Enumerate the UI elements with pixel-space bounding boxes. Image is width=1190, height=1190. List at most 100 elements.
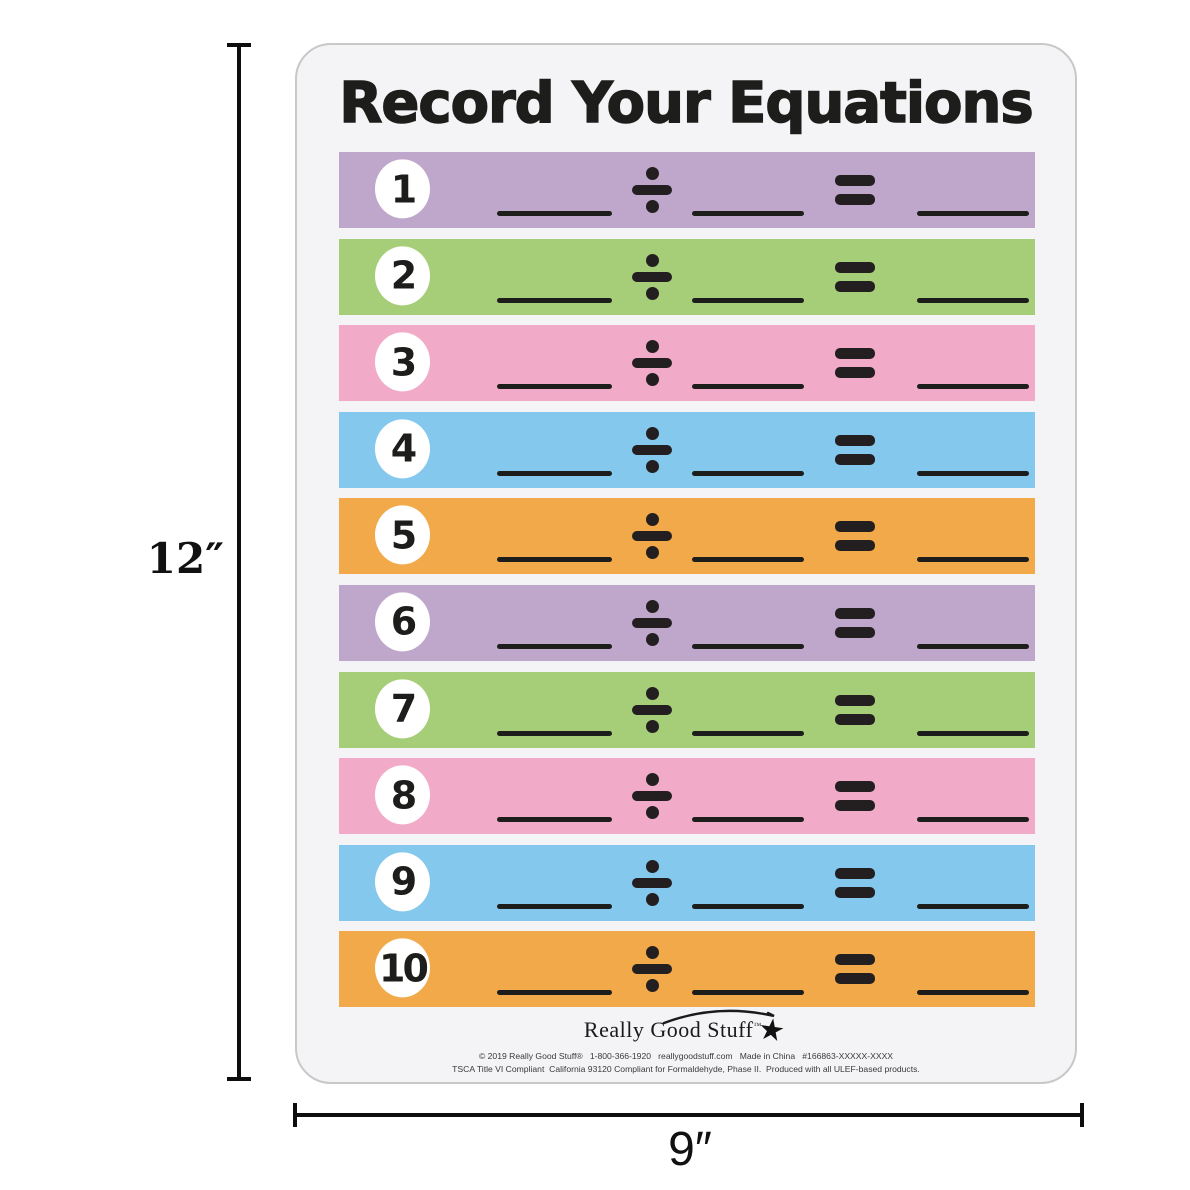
quotient-blank bbox=[917, 903, 1029, 909]
equals-bar-top bbox=[835, 261, 875, 273]
equals-icon bbox=[835, 175, 875, 205]
equals-bar-bottom bbox=[835, 886, 875, 898]
divisor-blank bbox=[692, 643, 804, 649]
equation-row-9: 9 bbox=[339, 844, 1035, 921]
row-number-badge: 5 bbox=[375, 505, 430, 565]
divide-icon bbox=[632, 599, 672, 646]
quotient-blank bbox=[917, 557, 1029, 563]
width-dimension-cap-right bbox=[1080, 1103, 1084, 1127]
brand-logo: Really Good Stuff ™ ★ bbox=[583, 1009, 788, 1050]
trademark-symbol: ™ bbox=[753, 1021, 762, 1030]
divide-dot-bottom bbox=[645, 806, 659, 820]
poster-footer: Really Good Stuff ™ ★ © 2019 Really Good S… bbox=[297, 1009, 1075, 1074]
divide-dot-top bbox=[645, 859, 659, 873]
dividend-blank bbox=[497, 297, 612, 303]
poster-title: Record Your Equations bbox=[339, 70, 1035, 137]
fine-print-line-1: © 2019 Really Good Stuff® 1-800-366-1920… bbox=[478, 1051, 894, 1061]
row-number: 6 bbox=[390, 599, 418, 644]
equals-icon bbox=[835, 261, 875, 292]
row-number: 9 bbox=[390, 859, 418, 904]
row-number-badge: 6 bbox=[375, 592, 430, 652]
divide-icon bbox=[632, 513, 672, 560]
equals-bar-top bbox=[835, 521, 875, 533]
row-number-badge: 10 bbox=[375, 938, 430, 998]
divide-dot-top bbox=[645, 426, 659, 440]
divide-dot-top bbox=[645, 167, 659, 180]
divisor-blank bbox=[692, 211, 804, 216]
row-number: 10 bbox=[379, 946, 429, 991]
height-dimension-cap-bottom bbox=[227, 1077, 251, 1081]
row-number: 7 bbox=[390, 686, 418, 731]
dividend-blank bbox=[497, 643, 612, 649]
equals-bar-bottom bbox=[835, 800, 875, 812]
height-dimension-label: 12″ bbox=[146, 534, 224, 583]
divide-icon bbox=[632, 773, 672, 820]
equals-bar-top bbox=[835, 348, 875, 360]
equals-bar-top bbox=[835, 175, 875, 186]
divide-bar bbox=[632, 964, 672, 975]
divide-bar bbox=[632, 704, 672, 715]
poster: Record Your Equations 1 2 bbox=[295, 43, 1077, 1084]
equals-bar-bottom bbox=[835, 626, 875, 638]
divide-icon bbox=[632, 426, 672, 473]
equals-bar-top bbox=[835, 954, 875, 966]
brand-logo-text: Really Good Stuff bbox=[583, 1017, 754, 1042]
divide-bar bbox=[632, 185, 672, 195]
divisor-blank bbox=[692, 990, 804, 996]
equals-icon bbox=[835, 434, 875, 465]
divide-dot-bottom bbox=[645, 892, 659, 906]
divide-icon bbox=[632, 946, 672, 993]
equals-icon bbox=[835, 954, 875, 985]
divide-dot-top bbox=[645, 599, 659, 613]
equation-row-1: 1 bbox=[339, 152, 1035, 228]
divide-dot-bottom bbox=[645, 546, 659, 560]
equation-row-10: 10 bbox=[339, 931, 1035, 1008]
divide-dot-top bbox=[645, 253, 659, 267]
divide-bar bbox=[632, 358, 672, 369]
divide-bar bbox=[632, 877, 672, 888]
row-number-badge: 4 bbox=[375, 419, 430, 479]
equation-row-6: 6 bbox=[339, 584, 1035, 661]
equals-bar-bottom bbox=[835, 713, 875, 725]
dividend-blank bbox=[497, 470, 612, 476]
divisor-blank bbox=[692, 557, 804, 563]
quotient-blank bbox=[917, 730, 1029, 736]
equals-icon bbox=[835, 781, 875, 812]
equation-row-4: 4 bbox=[339, 411, 1035, 488]
quotient-blank bbox=[917, 990, 1029, 996]
row-number-badge: 3 bbox=[375, 332, 430, 392]
equals-icon bbox=[835, 867, 875, 898]
row-number: 1 bbox=[390, 166, 418, 211]
equals-icon bbox=[835, 348, 875, 379]
divide-dot-bottom bbox=[645, 200, 659, 213]
dividend-blank bbox=[497, 384, 612, 390]
divide-bar bbox=[632, 531, 672, 542]
divisor-blank bbox=[692, 817, 804, 823]
fine-print-line-2: TSCA Title VI Compliant California 93120… bbox=[452, 1063, 920, 1074]
row-number-badge: 1 bbox=[375, 159, 430, 219]
quotient-blank bbox=[917, 470, 1029, 476]
width-dimension-line bbox=[294, 1113, 1084, 1117]
dividend-blank bbox=[497, 903, 612, 909]
dividend-blank bbox=[497, 557, 612, 563]
width-dimension-label: 9″ bbox=[668, 1123, 712, 1176]
equation-row-7: 7 bbox=[339, 671, 1035, 748]
row-number-badge: 9 bbox=[375, 852, 430, 912]
equals-icon bbox=[835, 694, 875, 725]
height-dimension-line bbox=[237, 45, 241, 1081]
divide-dot-bottom bbox=[645, 459, 659, 473]
row-number-badge: 7 bbox=[375, 678, 430, 738]
divide-bar bbox=[632, 791, 672, 802]
equals-bar-bottom bbox=[835, 280, 875, 292]
divide-dot-bottom bbox=[645, 719, 659, 733]
divide-icon bbox=[632, 340, 672, 387]
divide-bar bbox=[632, 444, 672, 455]
divide-dot-top bbox=[645, 513, 659, 527]
equals-bar-top bbox=[835, 434, 875, 446]
height-dimension-cap-top bbox=[227, 43, 251, 47]
row-number: 4 bbox=[390, 426, 418, 471]
equals-bar-bottom bbox=[835, 367, 875, 379]
equation-row-3: 3 bbox=[339, 325, 1035, 402]
quotient-blank bbox=[917, 211, 1029, 216]
